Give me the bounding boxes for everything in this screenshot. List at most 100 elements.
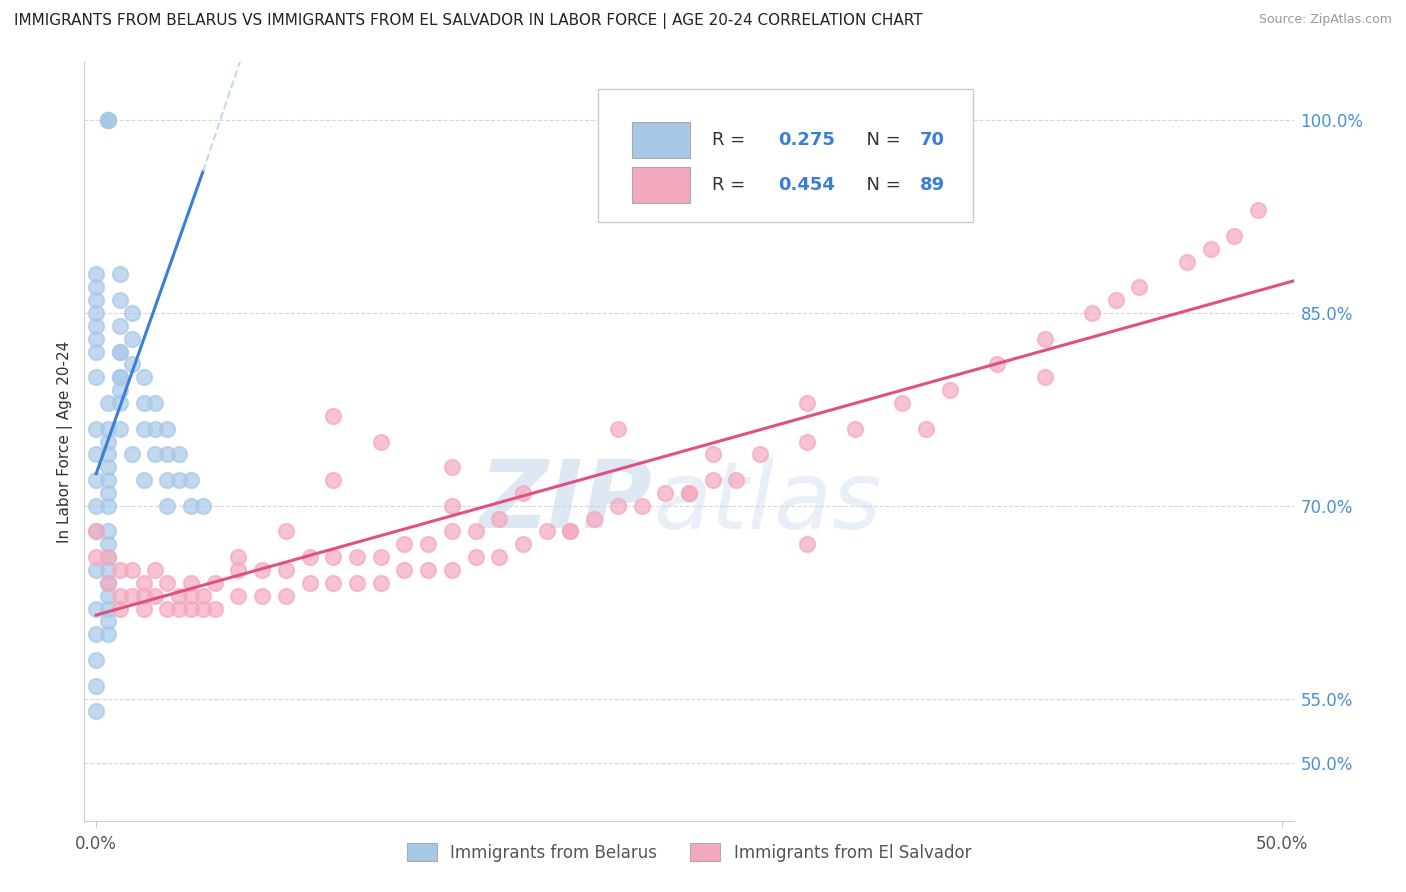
Point [725, 473, 748, 487]
Point [1105, 293, 1128, 308]
Point [97, 486, 120, 500]
Point [796, 434, 818, 449]
Point [97, 537, 120, 551]
Point [97, 615, 120, 629]
Point [84, 524, 107, 539]
Point [84, 306, 107, 320]
Point [702, 473, 724, 487]
Point [583, 511, 606, 525]
Point [322, 473, 344, 487]
Point [986, 358, 1008, 372]
Point [630, 499, 652, 513]
Point [180, 589, 202, 603]
Point [1223, 228, 1246, 243]
Point [132, 601, 155, 615]
Point [938, 383, 960, 397]
Point [440, 460, 463, 475]
Point [84, 524, 107, 539]
Point [440, 499, 463, 513]
Point [121, 563, 143, 577]
Point [204, 575, 226, 590]
Point [560, 524, 582, 539]
Point [97, 589, 120, 603]
Point [132, 473, 155, 487]
Point [97, 422, 120, 436]
Point [191, 499, 214, 513]
Point [108, 293, 131, 308]
Text: R =: R = [711, 177, 751, 194]
Point [418, 537, 440, 551]
Point [678, 486, 700, 500]
Point [191, 589, 214, 603]
Point [322, 550, 344, 565]
Point [156, 601, 179, 615]
Point [97, 563, 120, 577]
Point [418, 563, 440, 577]
Point [84, 653, 107, 667]
Point [274, 524, 297, 539]
Point [440, 563, 463, 577]
Text: IMMIGRANTS FROM BELARUS VS IMMIGRANTS FROM EL SALVADOR IN LABOR FORCE | AGE 20-2: IMMIGRANTS FROM BELARUS VS IMMIGRANTS FR… [14, 13, 922, 29]
Point [370, 434, 392, 449]
Point [145, 589, 167, 603]
Point [97, 113, 120, 128]
Point [108, 601, 131, 615]
Point [488, 511, 510, 525]
Point [915, 422, 938, 436]
Point [145, 396, 167, 410]
Point [97, 396, 120, 410]
Point [228, 563, 250, 577]
Text: 89: 89 [920, 177, 945, 194]
Point [191, 601, 214, 615]
Point [346, 575, 368, 590]
Point [228, 550, 250, 565]
Point [84, 293, 107, 308]
Point [464, 550, 486, 565]
Point [84, 563, 107, 577]
Point [97, 575, 120, 590]
Point [97, 550, 120, 565]
Point [749, 447, 772, 461]
Point [156, 447, 179, 461]
Point [84, 679, 107, 693]
Point [1247, 203, 1270, 218]
Point [145, 447, 167, 461]
Point [97, 113, 120, 128]
Point [606, 499, 628, 513]
Point [97, 524, 120, 539]
Point [167, 447, 190, 461]
Point [97, 434, 120, 449]
Text: N =: N = [855, 177, 905, 194]
Point [84, 370, 107, 384]
Point [796, 396, 818, 410]
Point [298, 550, 321, 565]
Point [97, 627, 120, 641]
Point [370, 575, 392, 590]
Point [84, 344, 107, 359]
Text: 0.454: 0.454 [779, 177, 835, 194]
Point [84, 550, 107, 565]
Point [108, 383, 131, 397]
Point [132, 370, 155, 384]
Point [84, 280, 107, 294]
Text: 0.275: 0.275 [779, 131, 835, 149]
Point [274, 563, 297, 577]
Point [156, 499, 179, 513]
Text: ZIP: ZIP [479, 456, 652, 549]
Point [108, 589, 131, 603]
Point [121, 332, 143, 346]
Point [84, 601, 107, 615]
Point [156, 422, 179, 436]
Point [156, 575, 179, 590]
Point [167, 601, 190, 615]
Point [1128, 280, 1150, 294]
Point [84, 447, 107, 461]
Point [108, 370, 131, 384]
Point [274, 589, 297, 603]
Point [606, 422, 628, 436]
Point [346, 550, 368, 565]
Point [464, 524, 486, 539]
Point [370, 550, 392, 565]
Legend: Immigrants from Belarus, Immigrants from El Salvador: Immigrants from Belarus, Immigrants from… [406, 844, 972, 862]
Point [84, 268, 107, 282]
